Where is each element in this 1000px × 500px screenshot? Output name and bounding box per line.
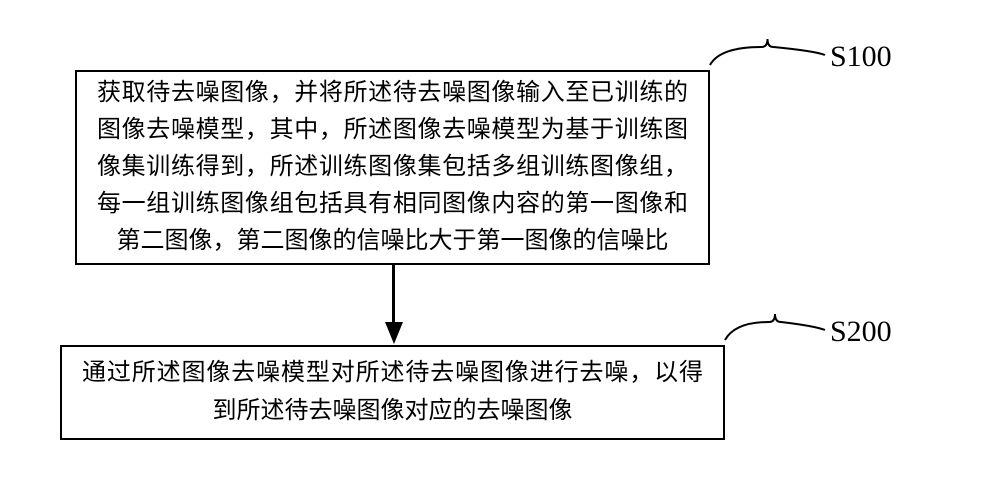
- flow-arrow-head: [385, 322, 403, 344]
- flow-step-s200: 通过所述图像去噪模型对所述待去噪图像进行去噪，以得到所述待去噪图像对应的去噪图像: [60, 345, 725, 440]
- step-label-s200: S200: [830, 315, 892, 349]
- flow-step-s200-text: 通过所述图像去噪模型对所述待去噪图像进行去噪，以得到所述待去噪图像对应的去噪图像: [82, 355, 703, 429]
- step-label-s100: S100: [830, 40, 892, 74]
- flow-step-s100: 获取待去噪图像，并将所述待去噪图像输入至已训练的图像去噪模型，其中，所述图像去噪…: [75, 70, 710, 265]
- flow-step-s100-text: 获取待去噪图像，并将所述待去噪图像输入至已训练的图像去噪模型，其中，所述图像去噪…: [97, 75, 688, 261]
- flow-arrow-line: [392, 265, 395, 322]
